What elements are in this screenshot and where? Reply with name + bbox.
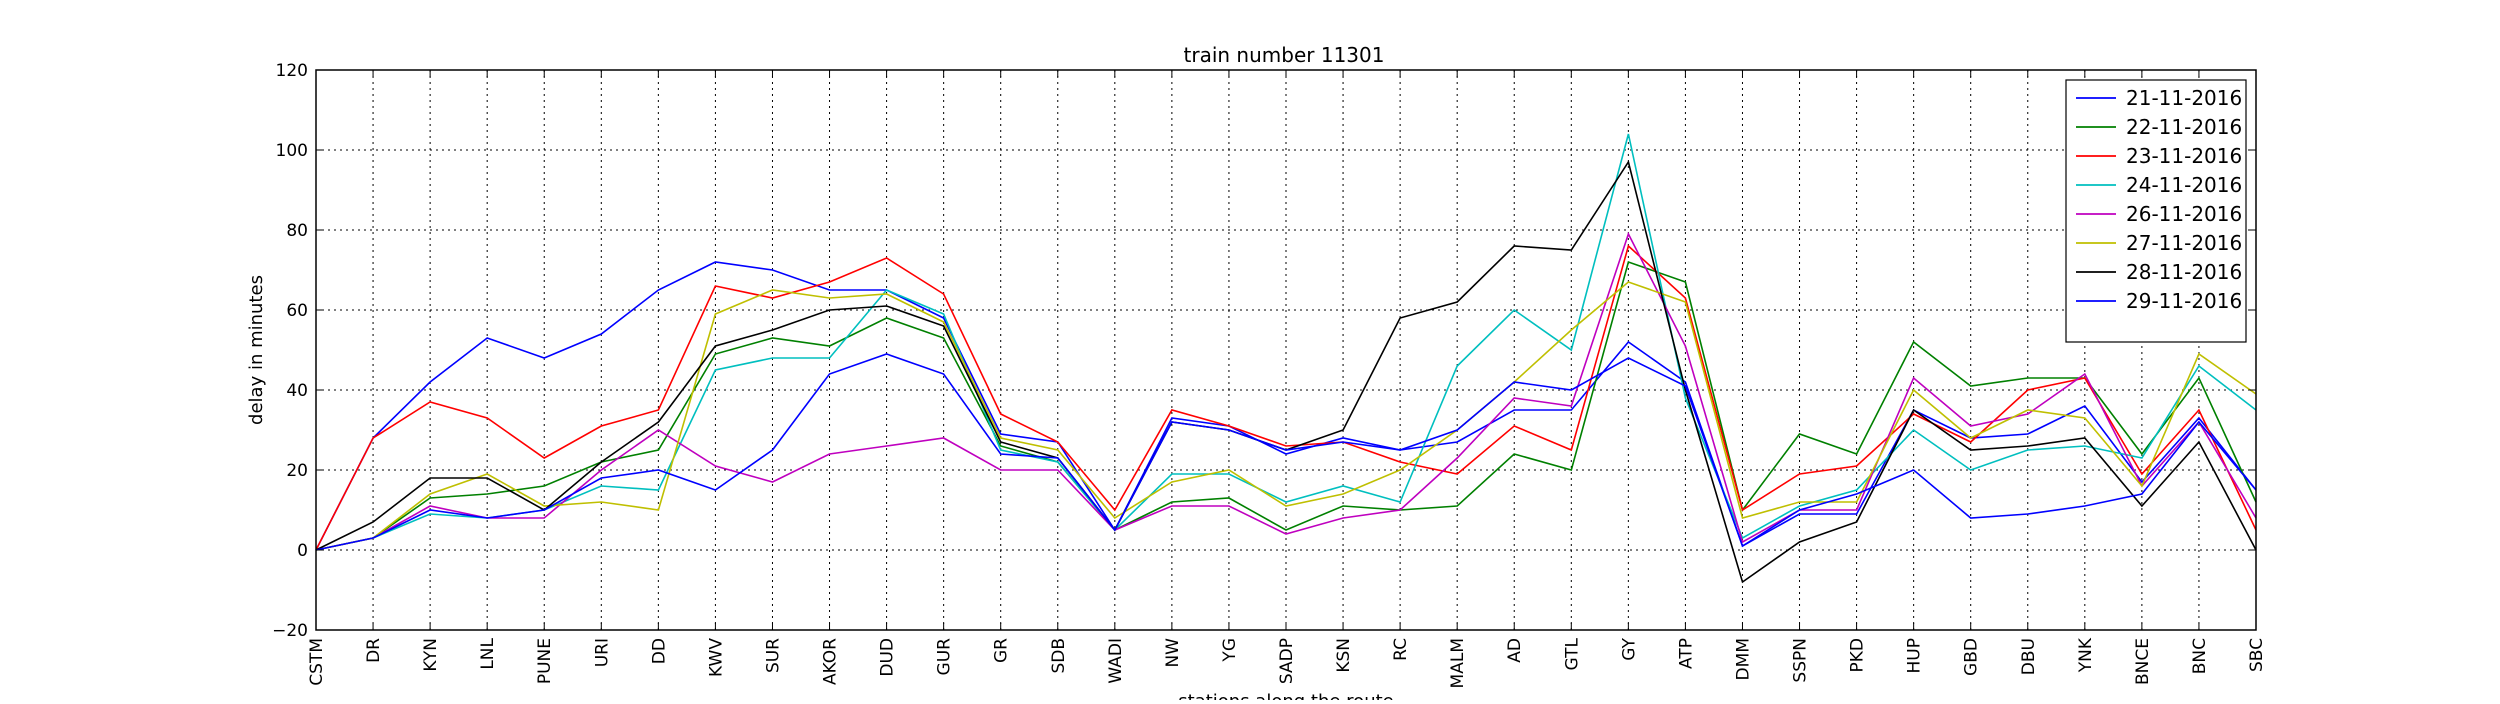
series-line-23-11-2016 xyxy=(315,244,2257,551)
y-tick-label: 40 xyxy=(286,381,308,401)
y-tick-label: 0 xyxy=(297,541,308,561)
x-axis-ticks: CSTM DR KYN LNL PUNE URI DD KWV SUR AKOR DUD GUR GR S… xyxy=(307,70,2267,688)
x-tick-label: SBC xyxy=(2247,638,2267,672)
grid-lines xyxy=(316,70,2256,630)
y-tick-label: 20 xyxy=(286,461,308,481)
legend-box xyxy=(2065,79,2247,343)
x-tick-label: DUD xyxy=(878,638,898,677)
series-line-21-11-2016 xyxy=(315,261,2257,551)
legend-label: 24-11-2016 xyxy=(2126,173,2242,197)
chart-title: train number 11301 xyxy=(1184,43,1385,67)
legend-label: 26-11-2016 xyxy=(2126,202,2242,226)
x-tick-label: DMM xyxy=(1733,638,1753,680)
legend-label: 27-11-2016 xyxy=(2126,231,2242,255)
x-tick-label: SSPN xyxy=(1791,638,1811,683)
x-axis-label: stations along the route xyxy=(1178,691,1393,700)
x-tick-label: DR xyxy=(364,638,384,663)
x-tick-label: GR xyxy=(992,638,1012,663)
x-tick-label: URI xyxy=(592,638,612,667)
x-tick-label: CSTM xyxy=(307,638,327,686)
x-tick-label: YG xyxy=(1220,638,1240,663)
x-tick-label: NW xyxy=(1163,638,1183,668)
x-tick-label: BNC xyxy=(2190,638,2210,674)
y-tick-label: 80 xyxy=(286,221,308,241)
x-tick-label: GY xyxy=(1619,637,1639,660)
y-axis-ticks: −20 0 20 40 60 80 100 120 xyxy=(272,61,2256,641)
x-tick-label: ATP xyxy=(1676,638,1696,669)
series-lines xyxy=(315,133,2257,584)
series-line-22-11-2016 xyxy=(315,260,2257,551)
x-tick-label: RC xyxy=(1391,638,1411,661)
x-tick-label: KWV xyxy=(706,638,726,677)
series-line-24-11-2016 xyxy=(315,133,2257,551)
y-tick-label: 120 xyxy=(276,61,308,81)
x-tick-label: GTL xyxy=(1562,637,1582,670)
x-tick-label: MALM xyxy=(1448,638,1468,688)
x-tick-label: AD xyxy=(1505,638,1525,663)
series-line-29-11-2016 xyxy=(315,353,2257,551)
x-tick-label: WADI xyxy=(1106,638,1126,684)
legend-label: 28-11-2016 xyxy=(2126,260,2242,284)
x-tick-label: PUNE xyxy=(535,638,555,684)
y-tick-label: 60 xyxy=(286,301,308,321)
legend-label: 22-11-2016 xyxy=(2126,115,2242,139)
legend-label: 29-11-2016 xyxy=(2126,289,2242,313)
x-tick-label: KSN xyxy=(1334,638,1354,673)
y-tick-label: −20 xyxy=(272,621,308,641)
x-tick-label: LNL xyxy=(478,637,498,669)
legend-label: 21-11-2016 xyxy=(2126,86,2242,110)
x-tick-label: HUP xyxy=(1905,638,1925,673)
x-tick-label: AKOR xyxy=(821,638,841,685)
x-tick-label: YNK xyxy=(2076,637,2096,673)
x-tick-label: SADP xyxy=(1277,638,1297,684)
x-tick-label: PKD xyxy=(1848,638,1868,673)
legend-label: 23-11-2016 xyxy=(2126,144,2242,168)
x-tick-label: GUR xyxy=(935,638,955,676)
x-tick-label: GBD xyxy=(1962,638,1982,676)
x-tick-label: DD xyxy=(649,638,669,664)
series-line-26-11-2016 xyxy=(315,231,2257,551)
x-tick-label: DBU xyxy=(2019,638,2039,675)
x-tick-label: KYN xyxy=(421,638,441,672)
x-tick-label: BNCE xyxy=(2133,638,2153,685)
legend: 21-11-2016 22-11-2016 23-11-2016 24-11-2016… xyxy=(2065,79,2247,343)
series-line-27-11-2016 xyxy=(315,281,2257,551)
y-tick-label: 100 xyxy=(276,141,308,161)
x-tick-label: SDB xyxy=(1049,638,1069,674)
y-axis-label: delay in minutes xyxy=(246,275,267,425)
x-tick-label: SUR xyxy=(763,638,783,673)
